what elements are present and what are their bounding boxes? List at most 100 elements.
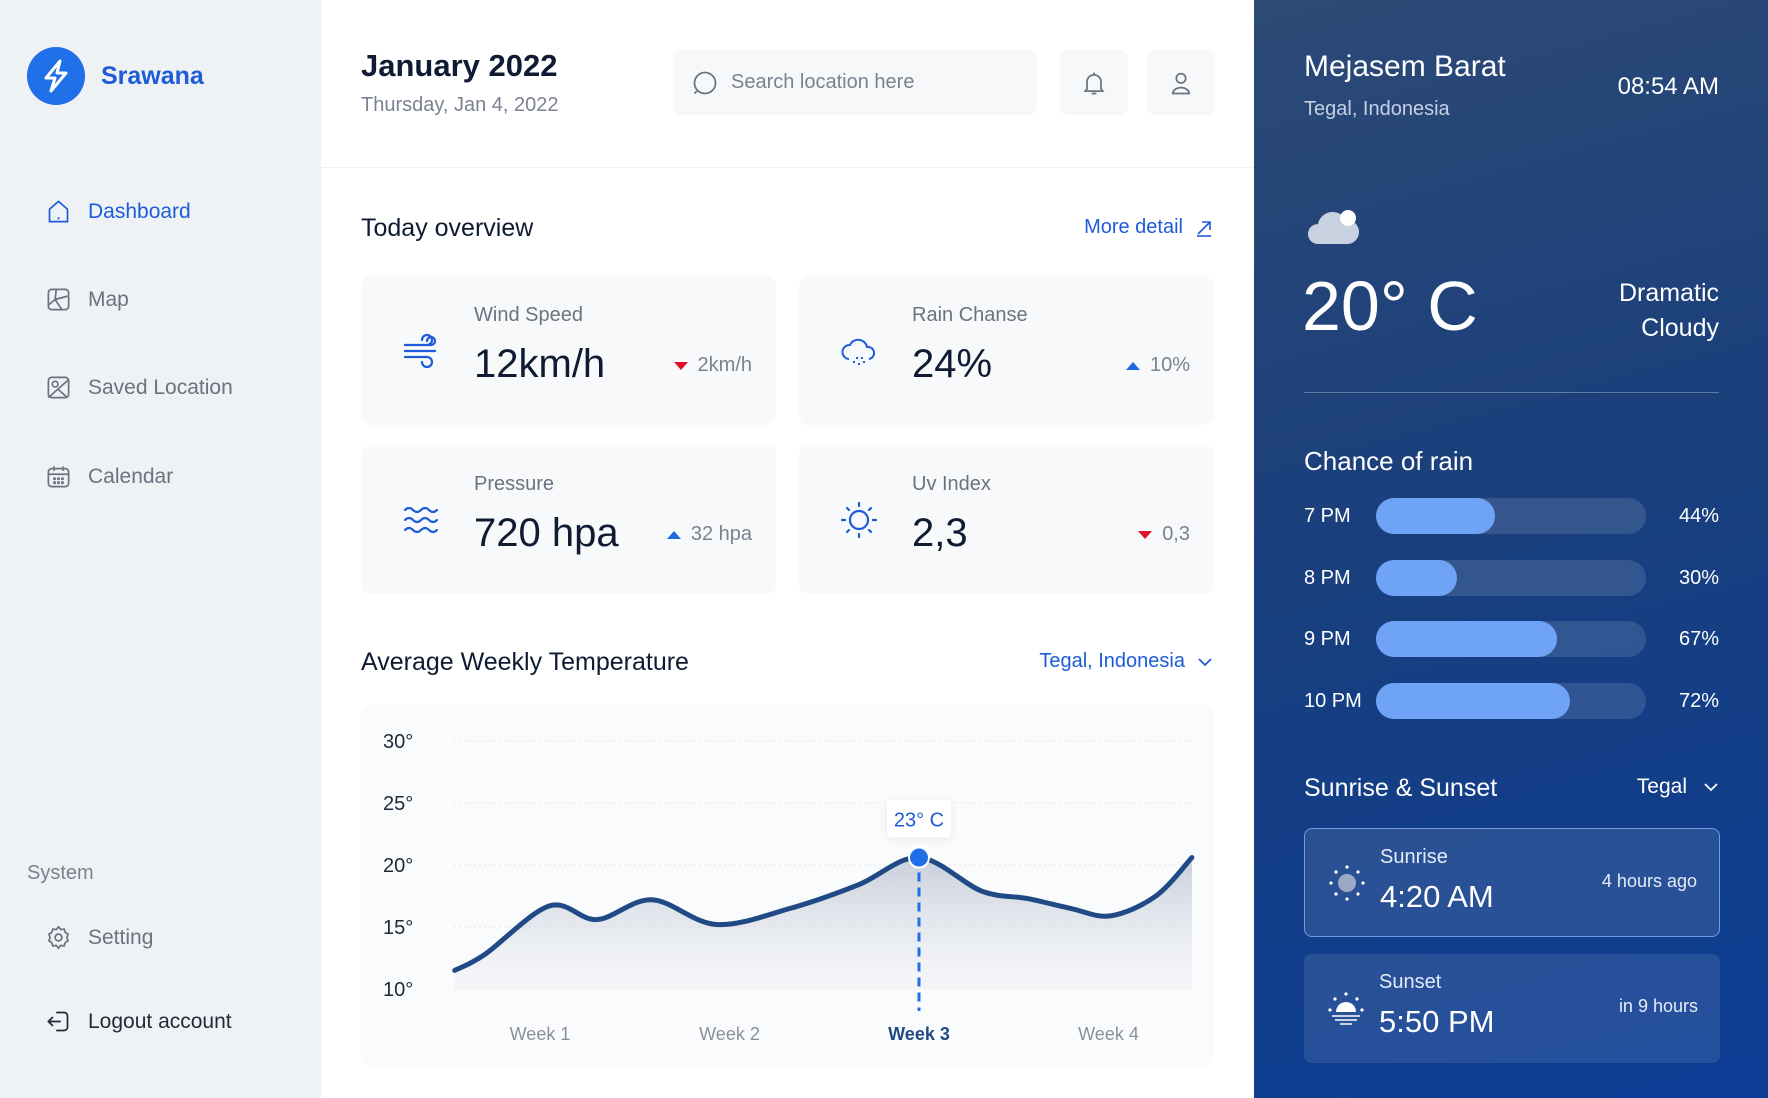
page-date: Thursday, Jan 4, 2022 [361,94,559,116]
rain-row: 10 PM 72% [1304,683,1719,719]
card-value: 24% [912,342,993,386]
rain-bar-fill [1376,683,1571,719]
rain-row: 7 PM 44% [1304,498,1719,534]
notifications-button[interactable] [1060,50,1128,115]
rain-bar-fill [1376,560,1457,596]
card-value: 2,3 [912,511,968,555]
rain-bar [1376,621,1646,657]
current-temperature: 20° C [1302,267,1478,345]
rain-time: 8 PM [1304,566,1351,589]
delta-value: 10% [1149,354,1190,376]
trend-down-icon [1138,530,1153,539]
y-tick-label: 10° [383,979,413,1001]
condition-line-1: Dramatic [1618,279,1719,307]
page-title: January 2022 [361,48,558,83]
sunrise-label: Sunrise [1380,846,1448,868]
rain-percent: 67% [1678,627,1719,650]
waves-icon [403,506,439,534]
more-detail-label: More detail [1084,216,1183,238]
rain-bar [1376,560,1646,596]
temperature-line [452,855,1195,973]
logout-button[interactable]: Logout account [45,1008,232,1035]
sunrise-time: 4:20 AM [1380,879,1494,914]
calendar-icon [47,466,70,488]
sidebar-item-saved-location[interactable]: Saved Location [45,374,233,401]
rain-bar-fill [1376,498,1495,534]
uv-index-card: Uv Index 2,3 0,3 [799,445,1214,594]
sunrise-card: Sunrise 4:20 AM 4 hours ago [1304,828,1720,937]
sunset-time: 5:50 PM [1379,1004,1495,1039]
rain-time: 9 PM [1304,627,1351,650]
rain-cloud-icon [841,338,876,365]
saved-location-icon [47,376,70,399]
delta-value: 0,3 [1162,523,1190,545]
sidebar-item-label: Saved Location [88,375,233,399]
x-tick-label: Week 2 [699,1024,760,1044]
y-tick-label: 25° [383,793,413,815]
rain-bar-fill [1376,621,1557,657]
sidebar-item-setting[interactable]: Setting [45,924,153,951]
rain-percent: 72% [1678,689,1719,712]
sidebar-item-label: Calendar [88,464,174,488]
setting-label: Setting [88,925,154,949]
tooltip-text: 23° C [894,810,944,832]
location-dropdown-label: Tegal, Indonesia [1039,650,1185,672]
home-icon [48,200,69,223]
sun-location-dropdown[interactable]: Tegal [1637,775,1719,799]
panel-divider [1304,392,1719,393]
rain-percent: 30% [1678,566,1719,589]
header-divider [321,167,1254,168]
trend-up-icon [1125,361,1140,370]
today-overview-title: Today overview [361,214,534,242]
card-label: Wind Speed [474,304,583,326]
highlight-point[interactable] [908,846,930,869]
card-delta: 0,3 [1138,523,1190,546]
profile-button[interactable] [1147,50,1215,115]
rain-time: 7 PM [1304,504,1351,527]
cloud-icon [1308,210,1360,244]
external-link-icon [1197,220,1211,237]
search-box[interactable] [673,50,1037,115]
condition-line-2: Cloudy [1641,314,1719,342]
current-time: 08:54 AM [1617,73,1719,100]
chevron-down-icon [1704,783,1718,792]
sidebar-item-map[interactable]: Map [45,286,129,313]
weather-panel: Mejasem Barat Tegal, Indonesia 08:54 AM … [1254,0,1768,1098]
map-icon [47,288,70,311]
sidebar-item-dashboard[interactable]: Dashboard [45,198,191,225]
chevron-down-icon [1198,657,1212,666]
sunset-label: Sunset [1379,971,1442,993]
sunset-icon [1328,992,1364,1025]
sunset-card: Sunset 5:50 PM in 9 hours [1304,954,1720,1063]
x-tick-label: Week 1 [510,1024,571,1044]
gear-icon [47,925,70,950]
sun-icon [840,501,878,539]
search-icon [693,71,717,94]
sidebar-item-label: Map [88,287,129,311]
logout-label: Logout account [88,1009,232,1033]
trend-down-icon [673,361,688,370]
area-fill [454,857,1192,989]
pressure-card: Pressure 720 hpa 32 hpa [361,445,776,594]
rain-chance-card: Rain Chanse 24% 10% [799,276,1214,425]
more-detail-link[interactable]: More detail [1084,216,1213,239]
system-label: System [27,862,94,884]
main-content: January 2022 Thursday, Jan 4, 2022 Today… [321,0,1254,1098]
logout-icon [47,1011,69,1032]
sunrise-sunset-title: Sunrise & Sunset [1304,774,1498,802]
bell-icon [1083,72,1105,94]
rain-bar [1376,498,1646,534]
search-input[interactable] [731,71,1031,94]
location-dropdown[interactable]: Tegal, Indonesia [1039,650,1213,673]
sidebar: Srawana Dashboard Map Saved Location Cal… [0,0,321,1098]
sun-location-label: Tegal [1636,775,1687,798]
y-tick-label: 20° [383,855,413,877]
card-delta: 10% [1125,354,1190,377]
sunrise-relative: 4 hours ago [1601,871,1697,891]
wind-icon [403,333,437,369]
sidebar-item-calendar[interactable]: Calendar [45,463,173,490]
wind-speed-card: Wind Speed 12km/h 2km/h [361,276,776,425]
delta-value: 2km/h [697,354,752,376]
sidebar-item-label: Dashboard [88,199,191,223]
rain-percent: 44% [1678,504,1719,527]
